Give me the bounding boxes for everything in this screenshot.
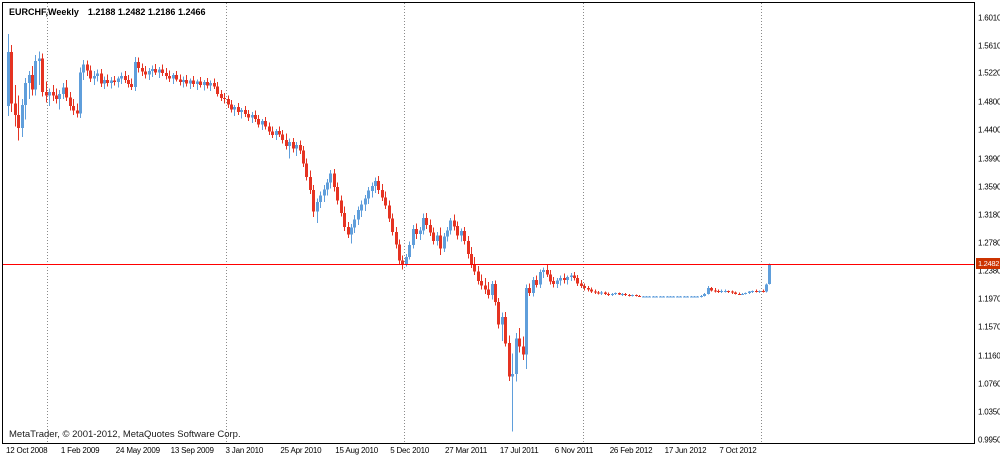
date-tick-label: 6 Nov 2011: [554, 446, 594, 455]
ohlc-quote-values: 1.2188 1.2482 1.2186 1.2466: [87, 7, 206, 17]
price-tick-label: 1.5610: [978, 41, 1000, 51]
price-line-label: 1.2482: [976, 258, 1000, 270]
date-tick-label: 15 Aug 2010: [335, 446, 379, 455]
price-tick-label: 0.9950: [978, 435, 1000, 445]
date-tick-label: 7 Oct 2012: [719, 446, 757, 455]
chart-frame[interactable]: EURCHF,Weekly 1.2188 1.2482 1.2186 1.2466…: [2, 2, 975, 444]
date-tick-label: 17 Jun 2012: [664, 446, 707, 455]
year-separators: [47, 3, 762, 443]
price-tick-label: 1.6010: [978, 13, 1000, 23]
date-tick-label: 25 Apr 2010: [280, 446, 322, 455]
price-tick-label: 1.3590: [978, 182, 1000, 191]
price-tick-label: 1.5220: [978, 68, 1000, 78]
price-tick-label: 1.3180: [978, 210, 1000, 220]
symbol-timeframe-label: EURCHF,Weekly: [9, 7, 79, 17]
chart-plot[interactable]: [3, 3, 974, 443]
time-axis[interactable]: 12 Oct 2008 1 Feb 2009 24 May 2009 13 Sep 2…: [3, 446, 975, 457]
price-axis[interactable]: 1.2482 1.6010 1.5610 1.5220 1.4800 1.4400 1.3…: [976, 3, 1000, 445]
copyright-text: MetaTrader, © 2001-2012, MetaQuotes Soft…: [9, 429, 241, 440]
price-tick-label: 1.2780: [978, 238, 1000, 248]
candles-group: [7, 34, 771, 432]
date-tick-label: 17 Jul 2011: [499, 446, 539, 455]
price-tick-label: 1.0350: [978, 407, 1000, 417]
price-tick-label: 1.1970: [978, 294, 1000, 304]
symbol-quote: EURCHF,Weekly 1.2188 1.2482 1.2186 1.2466: [9, 7, 205, 17]
price-tick-label: 1.4800: [978, 97, 1000, 107]
date-tick-label: 26 Feb 2012: [609, 446, 653, 455]
price-tick-label: 1.3990: [978, 154, 1000, 164]
date-tick-label: 12 Oct 2008: [6, 446, 48, 455]
date-tick-label: 24 May 2009: [115, 446, 160, 455]
price-tick-label: 1.1160: [978, 351, 1000, 361]
date-tick-label: 13 Sep 2009: [170, 446, 214, 455]
price-tick-label: 1.0760: [978, 379, 1000, 389]
date-tick-label: 5 Dec 2010: [390, 446, 430, 455]
date-tick-label: 3 Jan 2010: [225, 446, 264, 455]
date-tick-label: 27 Mar 2011: [445, 446, 488, 455]
price-tick-label: 1.2380: [978, 266, 1000, 276]
date-tick-label: 1 Feb 2009: [60, 446, 100, 455]
price-tick-label: 1.4400: [978, 125, 1000, 135]
price-line-value: 1.2482: [978, 259, 1000, 269]
price-tick-label: 1.1570: [978, 322, 1000, 332]
